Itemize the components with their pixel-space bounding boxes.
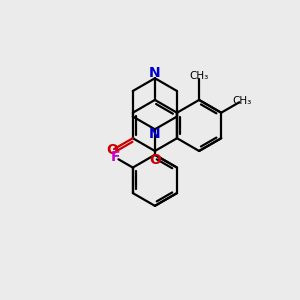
Text: F: F: [110, 150, 120, 164]
Text: CH₃: CH₃: [190, 71, 209, 81]
Text: O: O: [106, 143, 118, 157]
Text: N: N: [149, 66, 161, 80]
Text: CH₃: CH₃: [232, 96, 251, 106]
Text: N: N: [149, 127, 161, 141]
Text: O: O: [149, 153, 161, 167]
